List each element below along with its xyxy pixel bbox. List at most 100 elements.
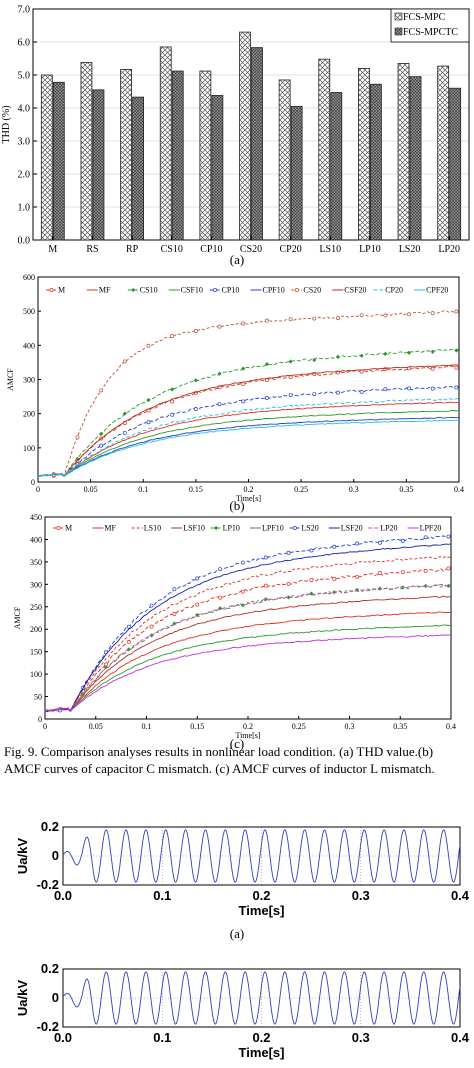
series-marker-cp10 bbox=[312, 392, 317, 397]
x-tick-label: LS20 bbox=[399, 244, 421, 255]
series-line-cs20 bbox=[37, 310, 460, 477]
ua-waveform-chart-a: -0.2 0 0.2 0.0 0.1 0.2 0.3 0.4 Time[s] Ua/kV (a) bbox=[15, 819, 470, 941]
series-marker-m bbox=[454, 365, 459, 370]
y-tick-label: 300 bbox=[23, 376, 35, 385]
series-marker-ls20 bbox=[332, 544, 337, 549]
y-tick-label: 100 bbox=[23, 444, 35, 453]
x-tick-label: 0.15 bbox=[190, 722, 204, 731]
bar-fcs-mpc-cs10 bbox=[159, 46, 172, 241]
series-marker-cp10 bbox=[193, 407, 198, 411]
bar-fcs-mpc-lp20 bbox=[437, 65, 450, 241]
series-line-cp20 bbox=[37, 397, 460, 478]
series-line-lpf20 bbox=[44, 634, 452, 713]
x-tick-label: 0.4 bbox=[446, 722, 456, 731]
legend-label: FCS-MPC bbox=[403, 12, 446, 23]
series-marker-ls20 bbox=[240, 560, 245, 565]
y-tick-label: 500 bbox=[23, 307, 35, 316]
series-marker-m bbox=[263, 583, 268, 588]
legend: FCS-MPC FCS-MPCTC bbox=[390, 8, 470, 43]
y-tick-label: 1.0 bbox=[18, 203, 31, 214]
series-line-csf20 bbox=[37, 364, 460, 477]
x-tick-label: 0.35 bbox=[399, 485, 413, 494]
series-line-lp20 bbox=[44, 584, 452, 714]
x-tick-label: 0.0 bbox=[54, 888, 72, 903]
x-tick-label: 0 bbox=[36, 485, 40, 494]
legend-label: LSF20 bbox=[341, 524, 363, 533]
y-tick-label: 200 bbox=[30, 625, 42, 634]
series-marker-m bbox=[218, 595, 223, 600]
series-marker-ls20 bbox=[149, 603, 154, 608]
series-marker-cs10 bbox=[430, 349, 435, 354]
series-marker-cs20 bbox=[170, 334, 175, 338]
y-tick-label: 50 bbox=[34, 693, 42, 702]
series-marker-ls20 bbox=[218, 567, 223, 572]
y-tick-label: 400 bbox=[23, 341, 35, 350]
series-marker-cp10 bbox=[170, 412, 175, 417]
y-axis-label: THD (%) bbox=[1, 105, 12, 143]
legend-marker bbox=[131, 287, 136, 293]
plot-frame bbox=[37, 276, 460, 483]
y-axis-label: AMCF bbox=[13, 606, 22, 629]
x-tick-label: RS bbox=[86, 244, 98, 255]
legend-label: CP20 bbox=[385, 286, 403, 295]
series-marker-cs20 bbox=[264, 318, 269, 323]
x-tick-label: 0 bbox=[43, 722, 47, 731]
series-line-mf bbox=[45, 611, 452, 712]
series-marker-cp10 bbox=[99, 443, 104, 448]
x-tick-label: 0.4 bbox=[454, 485, 464, 494]
bar-fcs-mpc-cs20 bbox=[239, 31, 251, 241]
series-marker-cs20 bbox=[383, 313, 388, 318]
x-tick-label: M bbox=[48, 244, 57, 255]
series-marker-ls20 bbox=[400, 538, 405, 543]
legend-swatch bbox=[394, 27, 403, 36]
x-tick-label: 0.25 bbox=[294, 485, 308, 494]
legend-marker bbox=[213, 525, 219, 531]
y-tick-label: 0 bbox=[38, 715, 42, 724]
legend-label: CS10 bbox=[140, 286, 158, 295]
series-marker-cs10 bbox=[99, 431, 104, 437]
legend-label: MF bbox=[104, 524, 116, 533]
legend-label: LS10 bbox=[144, 524, 161, 533]
x-tick-label: 0.15 bbox=[189, 485, 203, 494]
x-tick-label: 0.1 bbox=[153, 1030, 171, 1045]
x-axis-label: Time[s] bbox=[236, 494, 261, 503]
x-tick-label: 0.2 bbox=[252, 1030, 270, 1045]
bar-fcs-mpctc-cs10 bbox=[171, 70, 184, 241]
y-tick-label: -0.2 bbox=[37, 1019, 59, 1034]
x-tick-label: 0.4 bbox=[451, 1030, 470, 1045]
series-marker-m bbox=[355, 574, 360, 579]
bar-fcs-mpc-rs bbox=[80, 62, 93, 241]
series-marker-cs20 bbox=[454, 309, 459, 314]
legend-marker bbox=[292, 526, 297, 530]
x-tick-label: 0.1 bbox=[153, 888, 171, 903]
x-axis-label: Time[s] bbox=[239, 1045, 285, 1060]
legend: M MF LS10 LSF10 LP10 LPF10 LS20 LSF20 LP20 LPF20 bbox=[53, 524, 441, 533]
y-tick-label: 0.2 bbox=[41, 961, 59, 976]
y-axis-label: Ua/kV bbox=[15, 838, 30, 874]
series-marker-cs20 bbox=[312, 316, 317, 321]
x-tick-label: 0.3 bbox=[352, 1030, 370, 1045]
y-tick-label: 4.0 bbox=[18, 104, 31, 115]
x-tick-label: CP20 bbox=[280, 244, 302, 255]
legend-label: LSF10 bbox=[183, 524, 205, 533]
series-line-cpf10 bbox=[37, 416, 460, 477]
series-marker-m bbox=[446, 566, 451, 571]
series-marker-m bbox=[126, 639, 131, 644]
legend-label: M bbox=[58, 286, 65, 295]
x-tick-label: 0.4 bbox=[451, 888, 470, 903]
series-marker-cs10 bbox=[335, 354, 341, 360]
series-marker-cp10 bbox=[359, 389, 364, 394]
series-line-cs10 bbox=[37, 348, 460, 477]
series-marker-cs20 bbox=[430, 311, 435, 316]
y-tick-label: 0 bbox=[52, 848, 59, 863]
bar-fcs-mpctc-cp20 bbox=[290, 105, 303, 241]
series-line-lpf10 bbox=[44, 624, 452, 712]
series-marker-cs10 bbox=[454, 348, 459, 353]
series-marker-ls20 bbox=[172, 587, 177, 592]
series-marker-lp10 bbox=[286, 595, 291, 600]
series-marker-m bbox=[241, 381, 246, 386]
x-tick-label: LS10 bbox=[319, 244, 341, 255]
bar-fcs-mpctc-ls20 bbox=[409, 76, 422, 241]
series-line-ls20 bbox=[44, 534, 452, 713]
